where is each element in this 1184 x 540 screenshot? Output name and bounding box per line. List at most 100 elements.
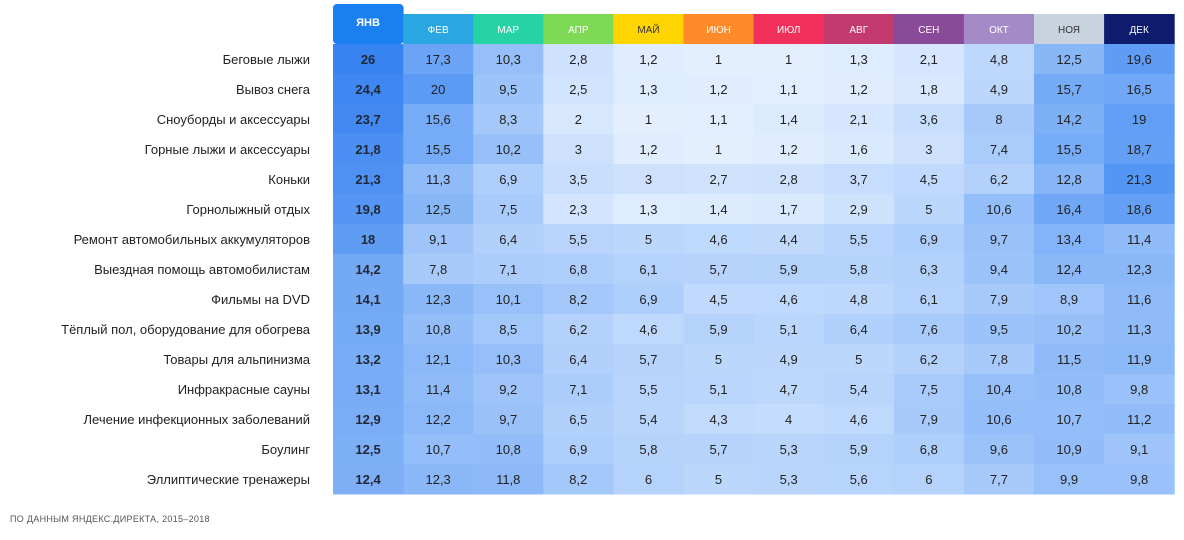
cell-value: 3 — [645, 172, 652, 187]
heatmap-cell — [613, 134, 684, 165]
cell-value: 15,5 — [1056, 142, 1081, 157]
cell-value: 5,9 — [710, 322, 728, 337]
heatmap-cell — [333, 374, 404, 405]
heatmap-cell — [403, 134, 474, 165]
heatmap-cell — [683, 374, 755, 405]
cell-value: 9,7 — [990, 232, 1008, 247]
heatmap-cell — [473, 134, 544, 165]
cell-value: 12,3 — [425, 292, 450, 307]
heatmap-cell — [403, 104, 474, 135]
heatmap-cell — [543, 224, 614, 255]
heatmap-cell — [753, 104, 825, 135]
heatmap-cell — [893, 284, 965, 315]
heatmap-cell — [1034, 104, 1105, 135]
cell-value: 1 — [785, 52, 792, 67]
heatmap-cell — [543, 434, 614, 465]
cell-value: 1,4 — [710, 202, 728, 217]
heatmap-cell — [1104, 134, 1175, 165]
cell-value: 20 — [431, 82, 445, 97]
cell-value: 4,8 — [850, 292, 868, 307]
heatmap-cell — [613, 104, 684, 135]
cell-value: 14,2 — [355, 262, 380, 277]
heatmap-cell — [613, 284, 684, 315]
cell-value: 4,5 — [710, 292, 728, 307]
heatmap-cell — [1104, 314, 1175, 345]
heatmap-cell — [683, 164, 755, 195]
heatmap-cell — [333, 284, 404, 315]
heatmap-cell — [1104, 104, 1175, 135]
cell-value: 9,8 — [1130, 472, 1148, 487]
heatmap-cell — [543, 314, 614, 345]
heatmap-cell — [683, 404, 755, 435]
cell-value: 11,5 — [1057, 352, 1081, 367]
cell-value: 7,1 — [499, 262, 517, 277]
cell-value: 5,3 — [780, 442, 798, 457]
cell-value: 10,7 — [1056, 412, 1081, 427]
heatmap-cell — [613, 164, 684, 195]
heatmap-cell — [333, 224, 404, 255]
cell-value: 5,5 — [850, 232, 868, 247]
heatmap-cell — [473, 194, 544, 225]
cell-value: 1,3 — [639, 202, 657, 217]
heatmap-cell — [823, 44, 895, 75]
cell-value: 13,1 — [355, 382, 380, 397]
heatmap-cell — [613, 464, 684, 495]
heatmap-cell — [963, 464, 1035, 495]
heatmap-cell — [333, 74, 404, 105]
cell-value: 9,5 — [499, 82, 517, 97]
heatmap-cell — [893, 104, 965, 135]
cell-value: 5,8 — [639, 442, 657, 457]
cell-value: 11,9 — [1127, 352, 1151, 367]
heatmap-cell — [543, 74, 614, 105]
heatmap-cell — [473, 464, 544, 495]
cell-value: 10,2 — [1056, 322, 1081, 337]
cell-value: 6,9 — [499, 172, 517, 187]
heatmap-cell — [893, 224, 965, 255]
cell-value: 4,6 — [780, 292, 798, 307]
column-header-bg — [473, 14, 544, 44]
cell-value: 10,3 — [496, 352, 521, 367]
heatmap-cell — [403, 314, 474, 345]
heatmap-cell — [963, 434, 1035, 465]
cell-value: 5,1 — [780, 322, 798, 337]
cell-value: 10,6 — [986, 202, 1011, 217]
heatmap-cell — [543, 104, 614, 135]
heatmap-cell — [613, 404, 684, 435]
column-header-label: ОКТ — [989, 25, 1009, 36]
cell-value: 15,6 — [425, 112, 450, 127]
cell-value: 3,7 — [850, 172, 868, 187]
heatmap-cell — [683, 44, 755, 75]
row-label: Коньки — [268, 172, 310, 187]
heatmap-cell — [1034, 374, 1105, 405]
heatmap-cell — [1034, 164, 1105, 195]
cell-value: 6,8 — [569, 262, 587, 277]
heatmap-cell — [1104, 284, 1175, 315]
heatmap-cell — [683, 254, 755, 285]
cell-value: 4,9 — [990, 82, 1008, 97]
heatmap-cell — [893, 464, 965, 495]
cell-value: 1,6 — [850, 142, 868, 157]
heatmap-cell — [963, 404, 1035, 435]
heatmap-cell — [403, 284, 474, 315]
cell-value: 18,7 — [1126, 142, 1151, 157]
heatmap-cell — [1034, 134, 1105, 165]
cell-value: 5 — [645, 232, 652, 247]
heatmap-cell — [893, 344, 965, 375]
heatmap-cell — [473, 314, 544, 345]
column-header-bg — [823, 14, 895, 44]
cell-value: 2,3 — [569, 202, 587, 217]
heatmap-cell — [403, 374, 474, 405]
heatmap-cell — [753, 434, 825, 465]
row-label: Инфракрасные сауны — [178, 382, 310, 397]
heatmap-cell — [963, 74, 1035, 105]
cell-value: 16,5 — [1126, 82, 1151, 97]
cell-value: 7,9 — [990, 292, 1008, 307]
cell-value: 5,9 — [850, 442, 868, 457]
column-header-label: ДЕК — [1130, 25, 1149, 36]
cell-value: 11,3 — [1127, 322, 1151, 337]
cell-value: 8,3 — [499, 112, 517, 127]
cell-value: 21,8 — [355, 142, 380, 157]
cell-value: 10,8 — [496, 442, 521, 457]
heatmap-cell — [473, 224, 544, 255]
cell-value: 10,7 — [425, 442, 450, 457]
